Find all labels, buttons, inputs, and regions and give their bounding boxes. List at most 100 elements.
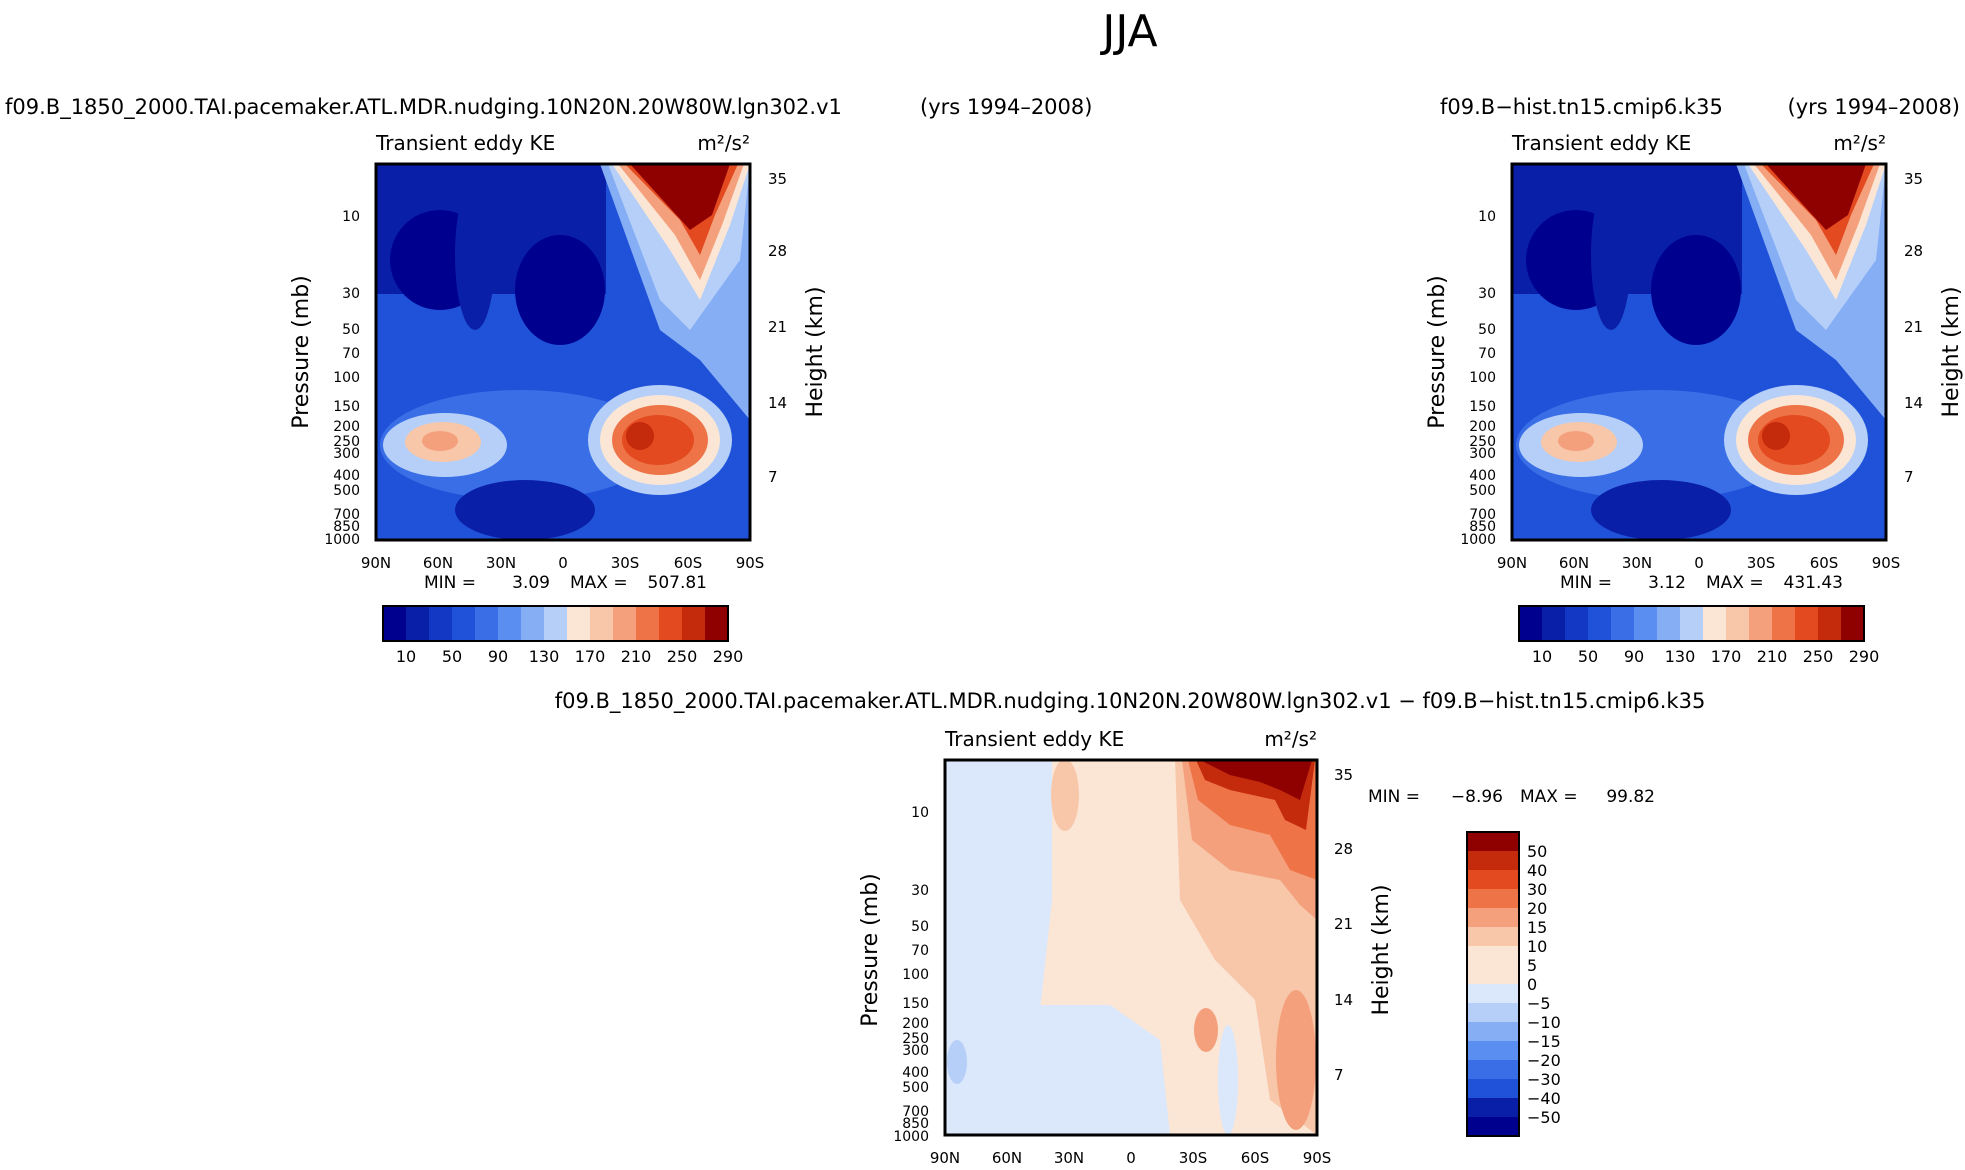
panel-1: f09.B_1850_2000.TAI.pacemaker.ATL.MDR.nu…	[5, 95, 1092, 666]
panel-3-positive-blob-mid	[1194, 1008, 1218, 1052]
panel-1-x-tick-label: 60S	[674, 554, 703, 572]
panel-3-max-value: 99.82	[1606, 787, 1655, 807]
panel-3-colorbar-swatch	[1467, 908, 1519, 927]
panel-2-y-axis-label: Pressure (mb)	[1425, 275, 1450, 429]
panel-3-colorbar-swatch	[1467, 946, 1519, 965]
panel-3-x-tick-label: 90S	[1303, 1149, 1332, 1167]
panel-2-y-tick-label: 300	[1469, 446, 1496, 462]
panel-1-y-tick-label: 850	[333, 519, 360, 535]
panel-2-colorbar-swatch	[1841, 606, 1864, 641]
panel-2-colorbar-swatch	[1772, 606, 1795, 641]
panel-3-colorbar-label: 5	[1527, 956, 1537, 975]
panel-1-y-tick-label: 100	[333, 370, 360, 386]
panel-2-min-label: MIN =	[1560, 573, 1612, 593]
panel-1-colorbar-label: 290	[713, 647, 744, 666]
panel-1-years: (yrs 1994–2008)	[920, 95, 1092, 119]
panel-2-colorbar-frame	[1518, 605, 1865, 642]
panel-3-y-tick-label: 300	[902, 1043, 929, 1059]
panel-1-height-tick-label: 35	[768, 170, 787, 188]
panel-3-plot-area	[945, 760, 1317, 1135]
panel-1-x-ticks: 90N 60N 30N 0 30S 60S 90S	[361, 554, 764, 572]
panel-3-colorbar-swatch	[1467, 1022, 1519, 1041]
panel-1-y-axis-label-right: Height (km)	[803, 286, 828, 417]
panel-3-height-ticks: 35 28 21 14 7	[1334, 766, 1353, 1084]
panel-3-positive-blob-upper	[1051, 760, 1079, 831]
panel-1-y-tick-label: 1000	[324, 532, 360, 548]
panel-3-min-value: −8.96	[1451, 787, 1503, 807]
panel-2-stratospheric-jet-core	[1766, 164, 1866, 230]
panel-3-colorbar-label: 20	[1527, 899, 1547, 918]
panel-1-colorbar-swatch	[452, 606, 475, 641]
panel-3-y-tick-label: 400	[902, 1065, 929, 1081]
panel-2-colorbar-label: 250	[1803, 647, 1834, 666]
panel-2-x-tick-label: 30N	[1622, 554, 1652, 572]
panel-3-y-tick-label: 200	[902, 1016, 929, 1032]
panel-3-y-tick-label: 10	[911, 805, 929, 821]
panel-2-colorbar-swatch	[1634, 606, 1657, 641]
panel-3-variable: Transient eddy KE	[944, 727, 1124, 751]
panel-2-y-tick-label: 850	[1469, 519, 1496, 535]
panel-2-y-tick-label: 70	[1478, 346, 1496, 362]
panel-3-y-tick-label: 700	[902, 1104, 929, 1120]
panel-3-colorbar-swatch	[1467, 1041, 1519, 1060]
panel-3-y-tick-label: 250	[902, 1031, 929, 1047]
panel-1-colorbar-swatch	[567, 606, 590, 641]
panel-1-colorbar-swatch	[636, 606, 659, 641]
panel-2-y-axis-label-right: Height (km)	[1939, 286, 1964, 417]
panel-3-colorbar-swatch	[1467, 1003, 1519, 1022]
panel-2-height-tick-label: 14	[1904, 394, 1923, 412]
panel-3-y-tick-label: 50	[911, 919, 929, 935]
panel-1-x-tick-label: 90S	[736, 554, 765, 572]
panel-2-colorbar-label: 10	[1532, 647, 1552, 666]
panel-1-height-tick-label: 14	[768, 394, 787, 412]
panel-3-colorbar-label: 30	[1527, 880, 1547, 899]
panel-2-height-tick-label: 35	[1904, 170, 1923, 188]
panel-3-colorbar-swatch	[1467, 1098, 1519, 1117]
panel-2: f09.B−hist.tn15.cmip6.k35 (yrs 1994–2008…	[1425, 95, 1964, 666]
panel-2-colorbar-swatch	[1542, 606, 1565, 641]
panel-3-colorbar-swatch	[1467, 851, 1519, 870]
panel-3-max-label: MAX =	[1520, 787, 1578, 807]
panel-3-height-tick-label: 28	[1334, 840, 1353, 858]
panel-3-colorbar-label: 15	[1527, 918, 1547, 937]
panel-2-colorbar-label: 90	[1624, 647, 1644, 666]
panel-1-variable: Transient eddy KE	[375, 131, 555, 155]
panel-1-height-tick-label: 7	[768, 468, 778, 486]
panel-1-colorbar-label: 210	[621, 647, 652, 666]
panel-2-y-tick-label: 500	[1469, 483, 1496, 499]
panel-2-y-ticks: 10 30 50 70 100 150 200 250 300 400 500 …	[1460, 209, 1496, 548]
panel-1-colorbar-swatch	[590, 606, 613, 641]
panel-1-deep-blue-column	[455, 180, 495, 330]
panel-2-colorbar-swatch	[1565, 606, 1588, 641]
panel-1-min-label: MIN =	[424, 573, 476, 593]
panel-2-x-tick-label: 0	[1694, 554, 1704, 572]
panel-3-y-tick-label: 100	[902, 967, 929, 983]
panel-3-positive-blob-south-lower	[1276, 990, 1316, 1130]
panel-3-colorbar-label: −5	[1527, 994, 1551, 1013]
panel-2-colorbar-swatch	[1703, 606, 1726, 641]
panel-3-colorbar: 50 40 30 20 15 10 5 0 −5 −10 −15 −20 −30…	[1466, 831, 1561, 1137]
panel-2-y-tick-label: 100	[1469, 370, 1496, 386]
panel-2-plot-area	[1512, 164, 1886, 540]
panel-2-trop-jet-north-core	[1558, 431, 1594, 451]
panel-1-y-tick-label: 30	[342, 286, 360, 302]
panel-3-colorbar-swatch	[1467, 1117, 1519, 1136]
panel-1-y-tick-label: 50	[342, 322, 360, 338]
panel-2-colorbar-swatch	[1749, 606, 1772, 641]
panel-1-height-ticks: 35 28 21 14 7	[768, 170, 787, 486]
panel-3-x-tick-label: 30N	[1054, 1149, 1084, 1167]
panel-1-frame	[374, 162, 752, 542]
panel-2-y-tick-label: 10	[1478, 209, 1496, 225]
panel-3-colorbar-label: −15	[1527, 1032, 1561, 1051]
panel-1-colorbar-swatch	[544, 606, 567, 641]
panel-2-colorbar-label: 210	[1757, 647, 1788, 666]
panel-2-height-tick-label: 28	[1904, 242, 1923, 260]
panel-1-colorbar-label: 50	[442, 647, 462, 666]
panel-3-colorbar-swatch	[1467, 984, 1519, 1003]
panel-2-colorbar-swatch	[1795, 606, 1818, 641]
panel-1-height-tick-label: 21	[768, 318, 787, 336]
panel-2-height-tick-label: 21	[1904, 318, 1923, 336]
panel-1-deep-blue-surface	[455, 480, 595, 540]
panel-3-y-tick-label: 150	[902, 996, 929, 1012]
panel-2-colorbar-swatch	[1726, 606, 1749, 641]
